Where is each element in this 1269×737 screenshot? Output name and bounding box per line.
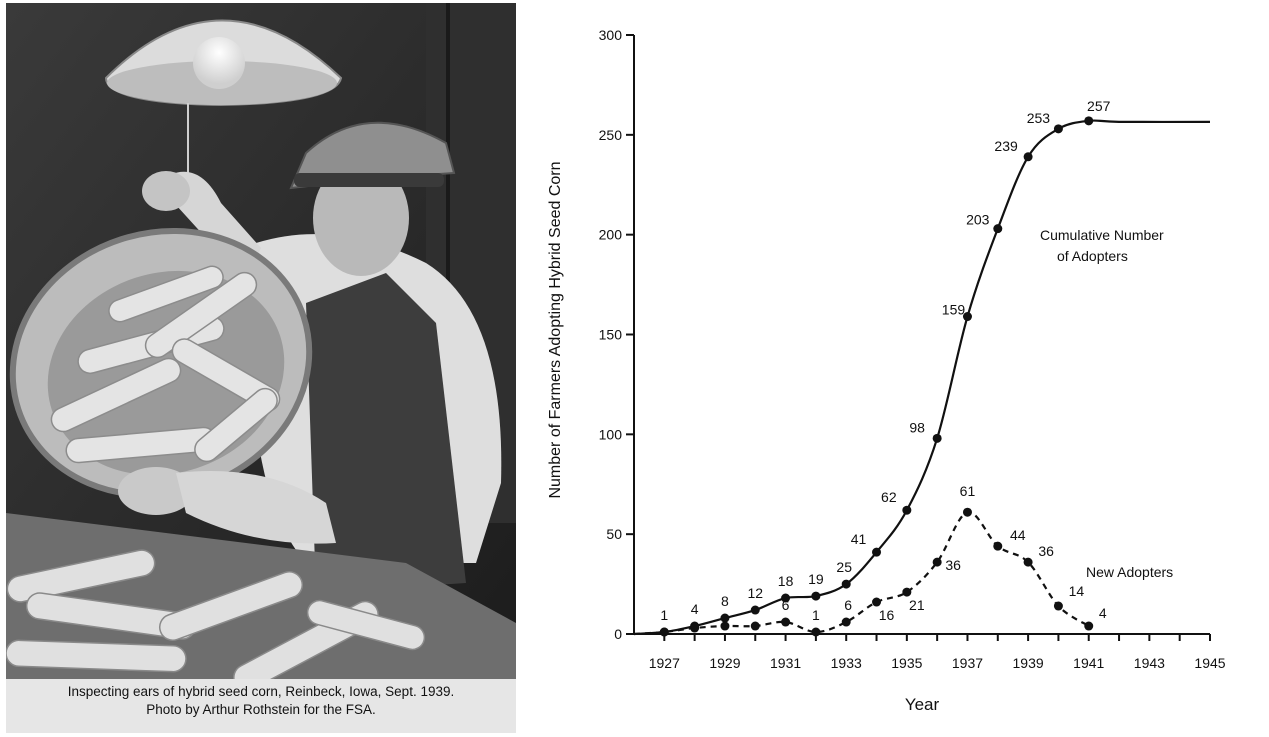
cumulative-point [750, 605, 760, 615]
new-adopters-line [633, 511, 1090, 636]
cumulative-data-label: 239 [994, 138, 1018, 154]
cumulative-point [781, 593, 791, 603]
x-tick-label: 1945 [1194, 655, 1225, 671]
y-tick-label: 300 [599, 27, 623, 43]
new-adopters-data-label: 44 [1010, 527, 1026, 543]
y-axis-label: Number of Farmers Adopting Hybrid Seed C… [547, 161, 564, 498]
cumulative-data-label: 1 [660, 607, 668, 623]
new-adopters-data-label: 6 [782, 597, 790, 613]
cumulative-point [902, 505, 912, 515]
new-adopters-data-label: 36 [1038, 543, 1054, 559]
chart-lines [633, 119, 1211, 636]
new-adopters-data-label: 61 [960, 483, 976, 499]
cumulative-point [811, 591, 821, 601]
cumulative-point [962, 312, 972, 322]
new-adopters-point [690, 623, 700, 633]
cumulative-point [841, 579, 851, 589]
y-tick-label: 250 [599, 127, 623, 143]
cumulative-data-label: 203 [966, 212, 990, 228]
cumulative-data-label: 98 [909, 419, 925, 435]
y-tick-label: 150 [599, 327, 623, 343]
new-adopters-data-label: 14 [1069, 583, 1085, 599]
new-adopters-point [1023, 557, 1033, 567]
cumulative-data-label: 41 [851, 531, 867, 547]
new-adopters-point [750, 621, 760, 631]
cumulative-point [932, 433, 942, 443]
cumulative-point [1084, 116, 1094, 126]
new-adopters-point [1084, 621, 1094, 631]
cumulative-data-label: 257 [1087, 98, 1111, 114]
new-adopters-point [659, 627, 669, 637]
caption-line-2: Photo by Arthur Rothstein for the FSA. [146, 702, 376, 717]
new-adopters-point [841, 617, 851, 627]
x-tick-label: 1929 [709, 655, 740, 671]
legend-cumulative-line-1: Cumulative Number [1040, 227, 1164, 243]
farmer-corn-photo [6, 3, 516, 679]
cumulative-data-label: 8 [721, 593, 729, 609]
x-axis-label: Year [905, 695, 940, 714]
new-adopters-data-label: 4 [1099, 605, 1107, 621]
new-adopters-data-label: 21 [909, 597, 925, 613]
legend-new-adopters: New Adopters [1086, 564, 1173, 580]
new-adopters-point [993, 541, 1003, 551]
cumulative-adopters-line [633, 119, 1211, 636]
photo-caption: Inspecting ears of hybrid seed corn, Rei… [6, 683, 516, 719]
cumulative-data-label: 159 [942, 302, 966, 318]
x-tick-label: 1943 [1134, 655, 1165, 671]
new-adopters-point [1053, 601, 1063, 611]
new-adopters-data-label: 6 [844, 597, 852, 613]
caption-line-1: Inspecting ears of hybrid seed corn, Rei… [67, 684, 455, 699]
new-adopters-data-label: 1 [812, 607, 820, 623]
cumulative-point [1023, 152, 1033, 162]
cumulative-data-label: 4 [691, 601, 699, 617]
new-adopters-data-label: 16 [879, 607, 895, 623]
new-adopters-point [902, 587, 912, 597]
x-tick-label: 1933 [831, 655, 862, 671]
cumulative-point [993, 224, 1003, 234]
y-tick-label: 0 [614, 626, 622, 642]
cumulative-point [1053, 124, 1063, 134]
cumulative-data-label: 25 [836, 559, 852, 575]
chart-points [659, 116, 1094, 637]
y-tick-label: 50 [606, 526, 622, 542]
new-adopters-point [720, 621, 730, 631]
legend-cumulative-line-2: of Adopters [1057, 248, 1128, 264]
cumulative-point [720, 613, 730, 623]
cumulative-data-label: 19 [808, 571, 824, 587]
y-tick-label: 200 [599, 227, 623, 243]
photo-panel: Inspecting ears of hybrid seed corn, Rei… [6, 3, 516, 733]
x-tick-label: 1935 [891, 655, 922, 671]
cumulative-data-label: 253 [1027, 110, 1051, 126]
new-adopters-point [872, 597, 882, 607]
x-tick-label: 1939 [1013, 655, 1044, 671]
cumulative-data-label: 12 [747, 585, 763, 601]
x-tick-label: 1937 [952, 655, 983, 671]
new-adopters-point [781, 617, 791, 627]
cumulative-data-label: 62 [881, 489, 897, 505]
x-tick-label: 1927 [649, 655, 680, 671]
cumulative-data-label: 18 [778, 573, 794, 589]
cumulative-point [872, 547, 882, 557]
new-adopters-data-label: 36 [945, 557, 961, 573]
x-tick-label: 1941 [1073, 655, 1104, 671]
y-tick-label: 100 [599, 426, 623, 442]
new-adopters-point [811, 627, 821, 637]
new-adopters-point [962, 507, 972, 517]
new-adopters-point [932, 557, 942, 567]
x-tick-label: 1931 [770, 655, 801, 671]
